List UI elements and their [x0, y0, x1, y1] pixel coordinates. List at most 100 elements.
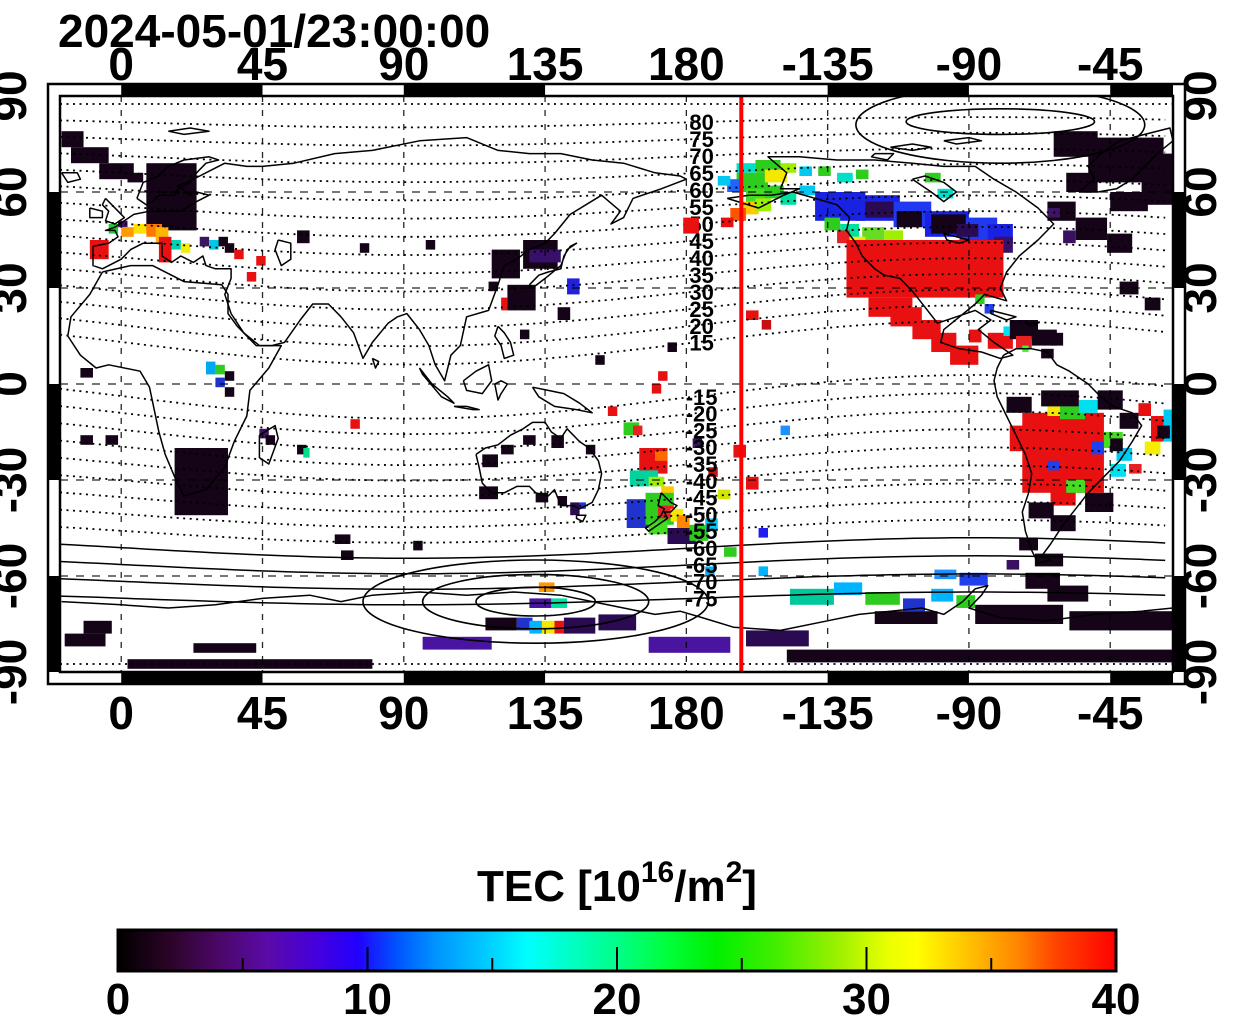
- colorbar-title: TEC [1016/m2]: [477, 856, 757, 911]
- tec-patch: [1141, 153, 1173, 205]
- magnetic-contour: [60, 147, 1166, 165]
- coastline: [60, 172, 82, 184]
- tec-patch: [720, 217, 734, 228]
- tec-patch: [99, 163, 134, 180]
- magnetic-pole-contour: [362, 559, 710, 644]
- tec-patch: [218, 236, 228, 247]
- lon-tick-label-top: 45: [237, 38, 288, 90]
- tec-patch: [519, 329, 530, 340]
- tec-patch: [105, 435, 119, 445]
- tec-patch: [1066, 480, 1086, 493]
- tec-patch: [626, 499, 649, 528]
- lat-tick-label-left: 30: [0, 262, 36, 313]
- lon-tick-label-bottom: -45: [1077, 687, 1143, 739]
- tec-patch: [529, 620, 542, 634]
- tec-patch: [761, 320, 772, 330]
- magnetic-contour: [60, 194, 1166, 220]
- contour-label: 25: [689, 297, 713, 322]
- frame-band-black: [827, 672, 969, 684]
- tec-patch: [959, 572, 988, 586]
- tec-patch: [1110, 438, 1123, 452]
- magnetic-contour: [60, 257, 1166, 293]
- coastline: [528, 242, 578, 289]
- tec-patch: [359, 243, 370, 253]
- magnetic-contour: [60, 392, 1166, 436]
- tec-patch: [799, 185, 816, 196]
- tec-patch: [1069, 611, 1173, 631]
- frame-outer: [46, 82, 1187, 686]
- lat-tick-label-left: -60: [0, 543, 36, 609]
- frame-band-black: [1173, 384, 1185, 480]
- coastline: [1025, 322, 1039, 328]
- lon-tick-label-bottom: -135: [782, 687, 874, 739]
- magnetic-contour: [60, 555, 1166, 575]
- tec-patch: [607, 406, 618, 416]
- contour-label: -65: [686, 553, 718, 578]
- tec-patch: [340, 550, 354, 560]
- magnetic-contour: [60, 210, 1166, 238]
- tec-patch: [541, 620, 555, 634]
- tec-patch: [1078, 400, 1098, 413]
- tec-patch: [1085, 492, 1114, 512]
- tec-patch: [557, 496, 568, 506]
- coastline: [993, 348, 1143, 564]
- coastline: [258, 424, 279, 465]
- lat-tick-label-left: 60: [0, 166, 36, 217]
- magnetic-contour: [60, 482, 1166, 513]
- magnetic-contour: [60, 464, 1166, 498]
- tec-patch: [133, 224, 147, 234]
- tec-patch: [488, 281, 498, 292]
- tec-patch: [108, 224, 119, 234]
- lon-tick-label-bottom: 45: [237, 687, 288, 739]
- magnetic-contour: [60, 591, 1166, 606]
- tec-patch: [501, 297, 508, 311]
- tec-patch: [758, 528, 768, 538]
- tec-patch: [865, 201, 894, 218]
- frame-band-black: [1110, 672, 1173, 684]
- tec-patch: [1006, 396, 1032, 413]
- tec-patch: [1050, 515, 1076, 532]
- contour-label: -50: [686, 502, 718, 527]
- colorbar-tick-label: 10: [343, 975, 392, 1021]
- coastline: [453, 405, 480, 411]
- tec-patch: [80, 435, 93, 445]
- tec-patch: [413, 540, 423, 551]
- tec-patch: [1097, 390, 1123, 410]
- tec-patch: [1144, 441, 1161, 455]
- magnetic-contour: [60, 241, 1166, 275]
- tec-patch: [1119, 412, 1139, 429]
- colorbar-title-main: TEC [10: [477, 862, 641, 911]
- frame-band-black: [121, 672, 263, 684]
- tec-patch: [708, 467, 718, 477]
- map-frame: [46, 82, 1187, 686]
- tec-patch: [846, 240, 1004, 298]
- colorbar-labels: 0 10 20 30 40: [106, 975, 1141, 1021]
- tec-patch: [1138, 403, 1152, 416]
- tec-patch: [557, 307, 571, 320]
- tec-patch: [786, 649, 1173, 663]
- frame-band-black: [1110, 84, 1173, 96]
- coastline: [726, 156, 1055, 360]
- lon-axis-top: 0 45 90 135 180 -135 -90 -45: [108, 38, 1143, 90]
- magnetic-contour: [60, 178, 1166, 202]
- tec-patch: [865, 592, 900, 605]
- tec-patch: [425, 240, 436, 250]
- tec-patch: [1025, 572, 1060, 589]
- tec-patch: [654, 451, 668, 461]
- tec-patch: [297, 230, 310, 244]
- tec-patch: [246, 272, 257, 282]
- tec-patch: [780, 425, 790, 436]
- lat-tick-label-left: 0: [0, 371, 36, 397]
- tec-patch: [224, 387, 235, 397]
- contour-label: 55: [689, 195, 713, 220]
- tec-patch: [833, 582, 863, 596]
- magnetic-contour: [60, 163, 1166, 183]
- lon-tick-label-bottom: 135: [507, 687, 584, 739]
- tec-patch: [717, 176, 731, 186]
- contour-label: 75: [689, 127, 713, 152]
- tec-patch: [789, 588, 834, 605]
- coastline: [890, 143, 932, 152]
- magnetic-contour: [60, 374, 1166, 420]
- coastline: [67, 264, 283, 497]
